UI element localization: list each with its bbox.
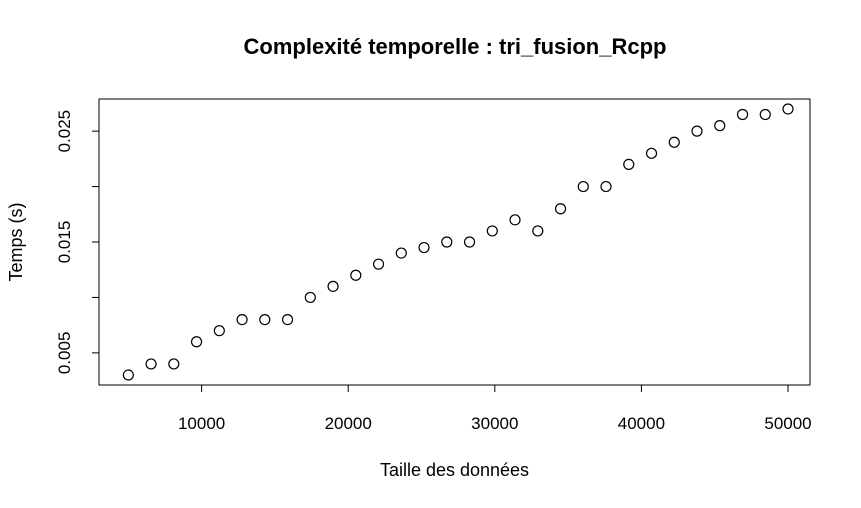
y-axis-title: Temps (s): [6, 202, 26, 281]
x-axis-title: Taille des données: [380, 460, 529, 480]
chart-title: Complexité temporelle : tri_fusion_Rcpp: [243, 34, 667, 59]
data-point: [372, 258, 385, 270]
data-point: [418, 241, 430, 254]
data-point: [122, 369, 134, 381]
x-axis: 10000 20000 30000 40000 50000: [178, 384, 812, 433]
data-point: [395, 247, 407, 259]
data-point: [145, 358, 157, 370]
data-point: [532, 225, 544, 237]
x-tick-label: 10000: [178, 414, 225, 433]
data-point: [554, 203, 567, 215]
x-tick-label: 50000: [764, 414, 811, 433]
x-tick-label: 30000: [471, 414, 518, 433]
data-point: [577, 180, 589, 193]
data-point: [782, 103, 794, 115]
y-tick-label: 0.025: [55, 110, 74, 153]
data-point: [213, 325, 225, 337]
data-point: [236, 313, 248, 326]
data-point: [623, 158, 635, 171]
data-point: [441, 236, 453, 248]
data-point: [327, 280, 339, 292]
data-point: [486, 225, 498, 237]
data-point: [736, 108, 749, 121]
data-point: [190, 336, 203, 348]
data-point: [509, 214, 521, 226]
data-point: [304, 291, 316, 304]
data-point: [759, 108, 771, 121]
data-point: [714, 120, 726, 132]
y-axis: 0.005 0.015 0.025: [55, 110, 100, 375]
data-point: [350, 269, 362, 281]
data-point: [259, 313, 271, 326]
data-point: [600, 180, 612, 193]
data-point: [645, 147, 658, 159]
x-tick-label: 20000: [325, 414, 372, 433]
data-point: [463, 236, 476, 248]
data-point: [668, 136, 680, 148]
plot-frame: [98, 98, 811, 386]
y-tick-label: 0.015: [55, 221, 74, 264]
data-point: [168, 358, 180, 370]
x-tick-label: 40000: [618, 414, 665, 433]
y-tick-label: 0.005: [55, 332, 74, 375]
data-point: [281, 313, 294, 326]
data-points: [122, 103, 794, 381]
data-point: [691, 125, 703, 137]
